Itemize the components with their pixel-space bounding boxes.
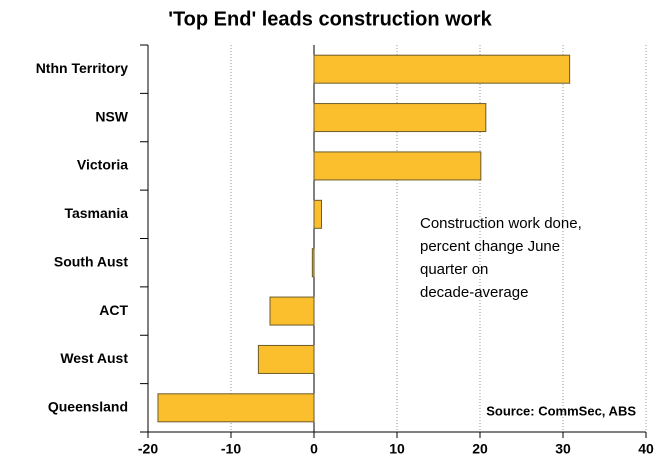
bar: [157, 393, 315, 423]
x-tick-label: -20: [138, 441, 158, 457]
y-tick-label: Tasmania: [64, 205, 128, 221]
bar: [313, 103, 487, 133]
annotation: Construction work done,: [420, 215, 582, 232]
source-note: Source: CommSec, ABS: [486, 403, 636, 418]
bar: [313, 54, 571, 84]
annotation: decade-average: [420, 284, 528, 301]
bar: [311, 248, 315, 278]
x-tick-label: 30: [555, 441, 571, 457]
x-tick-label: 40: [638, 441, 654, 457]
x-tick-label: 10: [389, 441, 405, 457]
y-tick-label: ACT: [99, 302, 128, 318]
y-tick-label: Nthn Territory: [36, 60, 129, 76]
bar: [257, 344, 315, 374]
x-tick-label: 0: [310, 441, 318, 457]
y-tick-label: Victoria: [77, 157, 128, 173]
bar: [269, 296, 315, 326]
y-tick-label: Queensland: [48, 399, 128, 415]
y-tick-label: NSW: [95, 108, 128, 124]
annotation: quarter on: [420, 261, 488, 278]
x-tick-label: -10: [221, 441, 241, 457]
y-tick-label: West Aust: [60, 350, 128, 366]
y-tick-label: South Aust: [54, 253, 128, 269]
annotation: percent change June: [420, 238, 560, 255]
bar: [313, 199, 322, 229]
chart-title: 'Top End' leads construction work: [168, 8, 492, 30]
x-tick-label: 20: [472, 441, 488, 457]
bar: [313, 151, 482, 181]
